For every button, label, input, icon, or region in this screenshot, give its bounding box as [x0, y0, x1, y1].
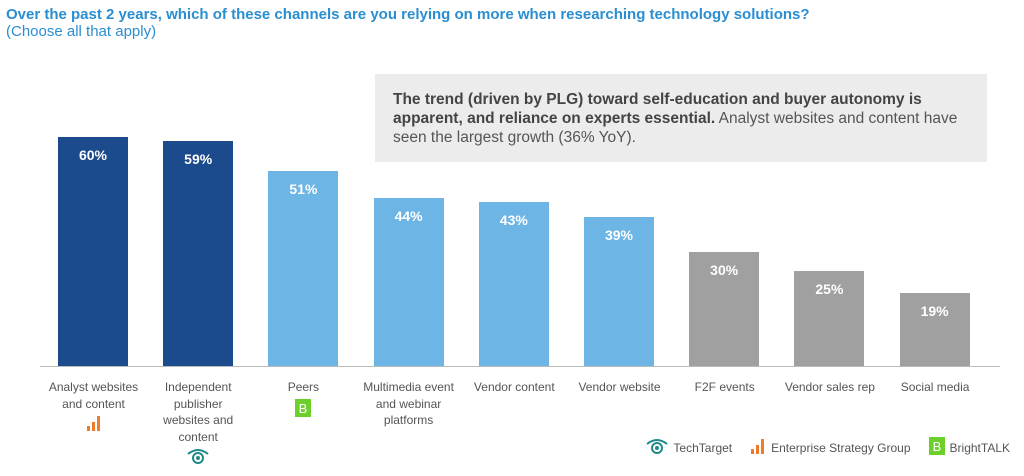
legend-label: TechTarget — [673, 440, 733, 455]
callout-box: The trend (driven by PLG) toward self-ed… — [375, 74, 987, 162]
data-label: 60% — [78, 147, 108, 163]
x-tick-label: Social media — [900, 380, 970, 394]
esg-icon — [86, 415, 102, 436]
x-tick-label: Vendor website — [578, 380, 661, 394]
bar — [689, 251, 760, 366]
data-label: 25% — [815, 280, 844, 297]
bar — [163, 140, 234, 366]
bar — [268, 171, 339, 366]
x-tick-label: Vendor content — [473, 380, 555, 394]
data-label: 39% — [604, 227, 634, 244]
data-label: 51% — [289, 181, 318, 198]
legend-item: B BrightTALK — [928, 437, 1010, 458]
data-label: 30% — [710, 261, 739, 278]
bar — [478, 201, 549, 366]
brighttalk-icon: B — [928, 437, 945, 458]
legend-label: BrightTALK — [949, 440, 1010, 455]
chart-title: Over the past 2 years, which of these ch… — [6, 6, 810, 23]
x-tick-label: F2F events — [694, 380, 755, 394]
data-label: 43% — [499, 211, 528, 228]
callout-bold: The trend (driven by PLG) toward self-ed… — [393, 91, 922, 127]
callout-text: Analyst websites and content have seen t… — [393, 110, 958, 146]
chart-subtitle: (Choose all that apply) — [6, 23, 157, 40]
x-tick-label: Analyst websites and content — [46, 379, 141, 436]
bar — [373, 198, 444, 366]
techtarget-icon — [187, 448, 209, 469]
esg-icon — [750, 438, 766, 457]
legend-item: Enterprise Strategy Group — [750, 438, 911, 457]
x-tick-label: Multimedia event and webinar platforms — [363, 380, 454, 427]
techtarget-icon — [646, 438, 669, 457]
bar — [58, 137, 128, 366]
legend-label: Enterprise Strategy Group — [771, 440, 911, 455]
data-label: 59% — [184, 150, 213, 167]
bar — [794, 270, 865, 366]
x-tick-label: Vendor sales rep — [784, 380, 875, 394]
brighttalk-icon: B — [295, 398, 312, 422]
svg-text:B: B — [299, 401, 308, 416]
data-label: 44% — [394, 208, 423, 225]
legend-item: TechTarget — [646, 438, 732, 457]
bar — [584, 217, 654, 366]
data-label: 19% — [920, 303, 949, 320]
bar — [899, 293, 970, 366]
x-tick-label: Independent publisher websites and conte… — [158, 379, 238, 469]
x-tick-label: Peers B — [273, 379, 333, 421]
legend: TechTarget Enterprise Strategy Group B Brig… — [646, 437, 1010, 458]
svg-text:B: B — [932, 439, 941, 454]
x-axis-line — [40, 366, 1000, 367]
